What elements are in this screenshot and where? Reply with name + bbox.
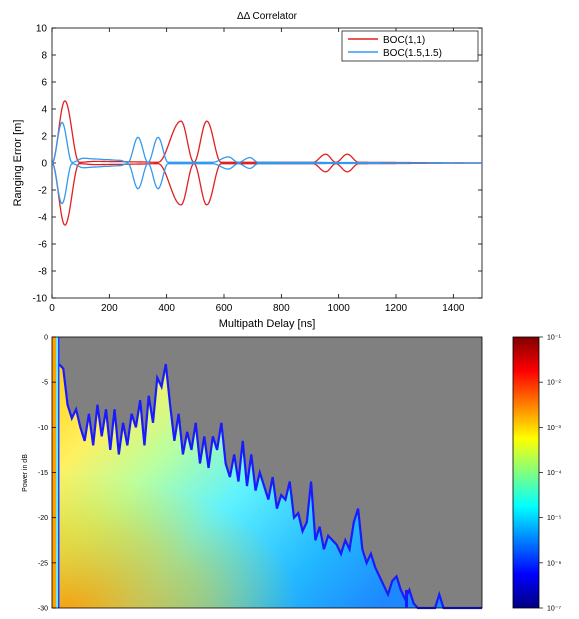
colorbar-tick-label: 10⁻³	[547, 425, 561, 432]
colorbar-tick-label: 10⁻⁵	[547, 515, 561, 522]
chart1-axes: -10 -8 -6 -4 -2 0 2 4 6 8 10 0 200 400 600 800 1000 1200 1…	[33, 24, 482, 314]
xtick-label: 0	[49, 303, 55, 314]
chart1-xlabel: Multipath Delay [ns]	[219, 318, 316, 330]
heatmap-spike	[56, 337, 59, 608]
ytick-label: 6	[41, 78, 47, 89]
ytick-label: 8	[41, 51, 47, 62]
ytick-label: 4	[41, 105, 47, 116]
colorbar-tick-label: 10⁻⁷	[547, 606, 561, 613]
ytick-label: 10	[36, 24, 48, 35]
ytick-label: -10	[33, 294, 48, 305]
legend-box	[341, 30, 479, 62]
heatmap-spike-edge	[58, 337, 60, 608]
xtick-label: 400	[158, 303, 175, 314]
colorbar-ticks: 10⁻¹ 10⁻² 10⁻³ 10⁻⁴ 10⁻⁵ 10⁻⁶ 10⁻⁷	[539, 335, 562, 613]
colorbar-tick-label: 10⁻⁴	[547, 470, 562, 477]
chart2-ylabel: Power in dB	[22, 454, 29, 492]
xtick-label: 1400	[442, 303, 465, 314]
legend-label-boc1515: BOC(1.5,1.5)	[383, 48, 442, 59]
heatmap-edge	[58, 363, 482, 610]
colorbar-tick-label: 10⁻²	[547, 380, 561, 387]
heatmap-ytick-label: -10	[38, 425, 48, 432]
chart1-title: ΔΔ Correlator	[237, 11, 298, 22]
chart1-legend: BOC(1,1) BOC(1.5,1.5)	[341, 30, 479, 62]
ytick-label: 2	[41, 132, 47, 143]
chart1-series	[52, 100, 482, 226]
xtick-label: 1200	[385, 303, 408, 314]
xtick-label: 800	[273, 303, 290, 314]
ytick-label: 0	[41, 159, 47, 170]
ytick-label: -6	[38, 240, 47, 251]
heatmap-ytick-label: -25	[38, 560, 48, 567]
colorbar-tick-label: 10⁻⁶	[547, 560, 561, 567]
xtick-label: 200	[101, 303, 118, 314]
heatmap-blip	[405, 589, 408, 608]
colorbar	[512, 336, 540, 609]
heatmap-ytick-label: -20	[38, 515, 48, 522]
ytick-label: -4	[38, 213, 47, 224]
chart1-ylabel: Ranging Error [m]	[12, 120, 24, 207]
ytick-label: -2	[38, 186, 47, 197]
xtick-label: 1000	[328, 303, 351, 314]
heatmap-hot-region	[59, 364, 482, 608]
series-boc1515-lower	[52, 162, 482, 205]
ytick-label: -8	[38, 267, 47, 278]
heatmap-ytick-label: -5	[42, 380, 48, 387]
heatmap-ytick-label: 0	[44, 335, 48, 342]
heatmap-ytick-label: -30	[38, 606, 48, 613]
heatmap-ytick-label: -15	[38, 470, 48, 477]
chart2-axes: 0 -5 -10 -15 -20 -25 -30	[38, 335, 408, 613]
xtick-label: 600	[216, 303, 233, 314]
colorbar-tick-label: 10⁻¹	[547, 335, 561, 342]
legend-label-boc11: BOC(1,1)	[383, 35, 425, 46]
